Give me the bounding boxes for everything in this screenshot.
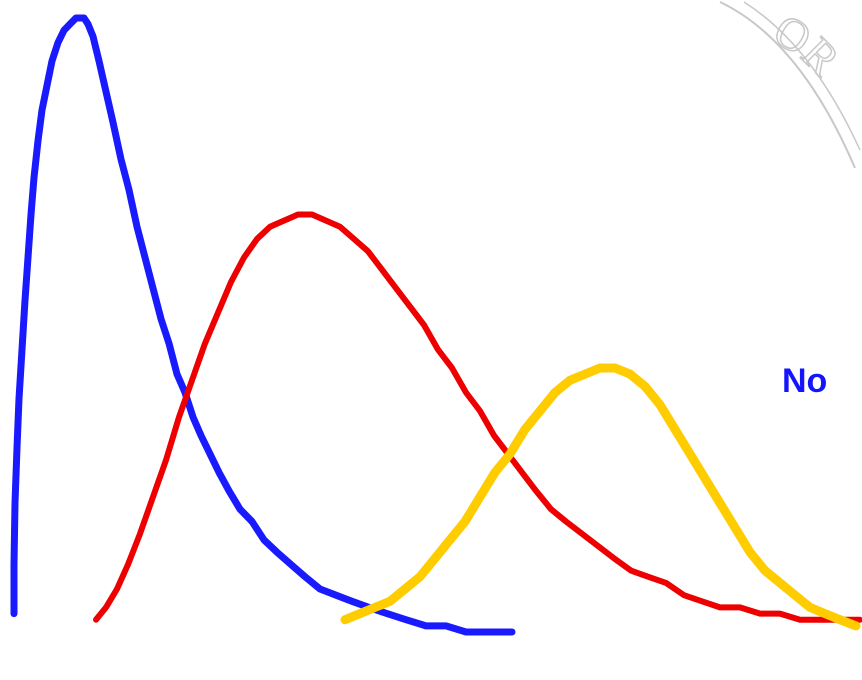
- blue-curve: [10, 14, 516, 636]
- partial-label: No: [782, 362, 827, 400]
- yellow-curve: [340, 363, 861, 631]
- curve-group: [10, 14, 862, 636]
- seal-inner-ring: [743, 1, 861, 151]
- seal-outer-ring: [719, 1, 856, 169]
- seal-watermark: OR: [719, 1, 861, 169]
- red-curve: [93, 211, 862, 623]
- seal-text: OR: [765, 4, 850, 85]
